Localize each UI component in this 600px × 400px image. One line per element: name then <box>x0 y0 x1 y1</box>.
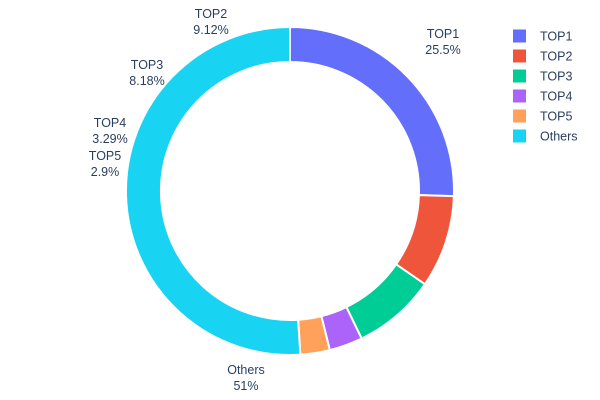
legend-item-top5[interactable]: TOP5 <box>513 109 572 123</box>
pie-slice-others[interactable] <box>125 25 302 356</box>
legend-swatch-icon <box>513 49 526 63</box>
legend-label: TOP5 <box>540 109 572 123</box>
slice-label-percent: 25.5% <box>425 43 460 57</box>
legend-item-top4[interactable]: TOP4 <box>513 89 572 103</box>
slice-label-name: TOP3 <box>131 58 163 72</box>
slice-label-percent: 51% <box>233 379 258 393</box>
slice-label-percent: 9.12% <box>193 23 228 37</box>
slice-label-top5: TOP5 2.9% <box>89 149 121 179</box>
legend-item-top2[interactable]: TOP2 <box>513 49 572 63</box>
legend-item-top1[interactable]: TOP1 <box>513 29 572 43</box>
legend-label: TOP1 <box>540 29 572 43</box>
legend-item-others[interactable]: Others <box>513 129 578 143</box>
slice-label-name: TOP4 <box>94 116 126 130</box>
legend-label: Others <box>540 129 578 143</box>
slice-label-name: Others <box>227 363 265 377</box>
slice-label-others: Others 51% <box>227 363 265 393</box>
slice-label-name: TOP5 <box>89 149 121 163</box>
legend-swatch-icon <box>513 29 526 43</box>
legend-swatch-icon <box>513 109 526 123</box>
slice-label-top1: TOP1 25.5% <box>425 27 460 57</box>
slice-label-percent: 2.9% <box>91 165 120 179</box>
slice-label-percent: 3.29% <box>92 132 127 146</box>
chart-legend[interactable]: TOP1 TOP2 TOP3 TOP4 TOP5 Others <box>513 29 578 143</box>
legend-swatch-icon <box>513 89 526 103</box>
slice-label-percent: 8.18% <box>129 74 164 88</box>
legend-item-top3[interactable]: TOP3 <box>513 69 572 83</box>
legend-label: TOP3 <box>540 69 572 83</box>
slice-label-top2: TOP2 9.12% <box>193 7 228 37</box>
legend-label: TOP2 <box>540 49 572 63</box>
slice-label-name: TOP1 <box>427 27 459 41</box>
pie-slices-group <box>125 25 455 356</box>
legend-swatch-icon <box>513 69 526 83</box>
slice-label-top3: TOP3 8.18% <box>129 58 164 88</box>
slice-label-top4: TOP4 3.29% <box>92 116 127 146</box>
legend-swatch-icon <box>513 129 526 143</box>
slice-labels-group: TOP1 25.5% TOP2 9.12% TOP3 8.18% TOP4 3.29% TOP5… <box>89 7 461 393</box>
slice-label-name: TOP2 <box>195 7 227 21</box>
legend-label: TOP4 <box>540 89 572 103</box>
